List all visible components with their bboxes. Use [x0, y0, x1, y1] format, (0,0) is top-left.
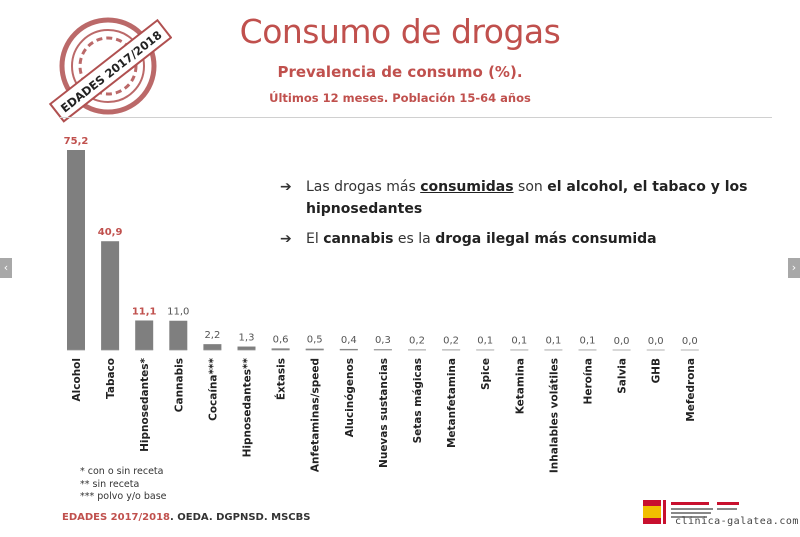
- bar: [169, 320, 188, 350]
- bar: [135, 320, 154, 350]
- bar: [203, 344, 222, 350]
- bar: [305, 348, 324, 350]
- highlight-emphasis: el alcohol, el tabaco y los hipnosedante…: [306, 179, 748, 217]
- data-label: 0,0: [648, 336, 664, 347]
- bar: [339, 348, 358, 350]
- government-logo: [641, 497, 741, 527]
- previous-slide-button[interactable]: ‹: [0, 258, 12, 278]
- data-label: 0,5: [307, 335, 323, 346]
- category-label: Alcohol: [71, 358, 83, 401]
- category-label: Alucinógenos: [344, 358, 356, 437]
- category-label: Hipnosedantes*: [139, 357, 151, 451]
- category-label: Inhalables volátiles: [548, 358, 560, 473]
- footnote: ** sin receta: [80, 478, 140, 490]
- category-label: Cannabis: [173, 358, 185, 412]
- category-label: Hipnosedantes**: [242, 358, 254, 458]
- data-label: 0,0: [614, 336, 630, 347]
- data-label: 40,9: [98, 227, 123, 238]
- highlight-text: Las drogas más: [306, 179, 421, 195]
- data-label: 11,1: [132, 306, 157, 317]
- data-label: 0,4: [341, 335, 357, 346]
- category-label: Cocaína***: [207, 358, 219, 421]
- highlight-emphasis: cannabis: [323, 231, 394, 247]
- right-arrow-icon: ➔: [280, 179, 292, 195]
- category-label: Tabaco: [105, 358, 117, 399]
- highlight-item: ➔ El cannabis es la droga ilegal más con…: [280, 228, 750, 250]
- source-agencies: . OEDA. DGPNSD. MSCBS: [170, 512, 311, 523]
- highlight-text: El: [306, 231, 324, 247]
- data-label: 0,2: [409, 335, 425, 346]
- right-arrow-icon: ➔: [280, 231, 292, 247]
- category-label: Nuevas sustancias: [378, 358, 390, 468]
- edades-stamp-logo: EDADES 2017/2018: [48, 17, 172, 123]
- data-label: 0,3: [375, 335, 391, 346]
- data-label: 0,1: [511, 336, 527, 347]
- data-label: 1,3: [239, 333, 255, 344]
- bar: [271, 348, 290, 350]
- category-label: Setas mágicas: [412, 358, 424, 443]
- chart-subtitle-period: Últimos 12 meses. Población 15-64 años: [269, 91, 531, 105]
- data-label: 0,1: [545, 336, 561, 347]
- data-label: 75,2: [64, 136, 89, 147]
- footnote: *** polvo y/o base: [80, 491, 167, 502]
- category-label: Ketamina: [514, 358, 526, 414]
- category-label: Anfetaminas/speed: [310, 358, 322, 472]
- data-label: 0,2: [443, 335, 459, 346]
- category-label: Heroína: [583, 358, 595, 404]
- highlight-text: es la: [393, 231, 436, 247]
- category-label: Salvia: [617, 358, 629, 394]
- watermark: clinica-galatea.com: [675, 516, 799, 527]
- highlight-text: son: [513, 179, 548, 195]
- highlight-emphasis: droga ilegal más consumida: [435, 231, 657, 247]
- source-line: EDADES 2017/2018. OEDA. DGPNSD. MSCBS: [62, 512, 310, 523]
- highlight-item: ➔ Las drogas más consumidas son el alcoh…: [280, 176, 750, 220]
- next-slide-button[interactable]: ›: [788, 258, 800, 278]
- header-divider: [60, 117, 772, 118]
- data-label: 11,0: [167, 307, 189, 318]
- bar: [237, 346, 256, 350]
- data-label: 0,1: [580, 336, 596, 347]
- category-label: GHB: [651, 358, 663, 383]
- footnote: * con o sin receta: [80, 466, 164, 477]
- highlights-list: ➔ Las drogas más consumidas son el alcoh…: [280, 176, 750, 258]
- data-label: 0,1: [477, 336, 493, 347]
- highlight-emphasis: consumidas: [420, 179, 514, 195]
- bar: [67, 150, 85, 350]
- category-label: Spice: [480, 358, 492, 390]
- bar: [101, 241, 120, 350]
- category-label: Éxtasis: [275, 358, 288, 400]
- data-label: 0,0: [682, 336, 698, 347]
- category-label: Metanfetamina: [446, 358, 458, 448]
- data-label: 0,6: [273, 334, 289, 345]
- data-label: 2,2: [204, 330, 220, 341]
- footnotes: * con o sin receta ** sin receta *** pol…: [80, 466, 167, 504]
- chart-subtitle: Prevalencia de consumo (%).: [277, 63, 523, 81]
- source-survey: EDADES 2017/2018: [62, 512, 171, 523]
- category-label: Mefedrona: [685, 358, 697, 422]
- page-title: Consumo de drogas: [239, 12, 561, 51]
